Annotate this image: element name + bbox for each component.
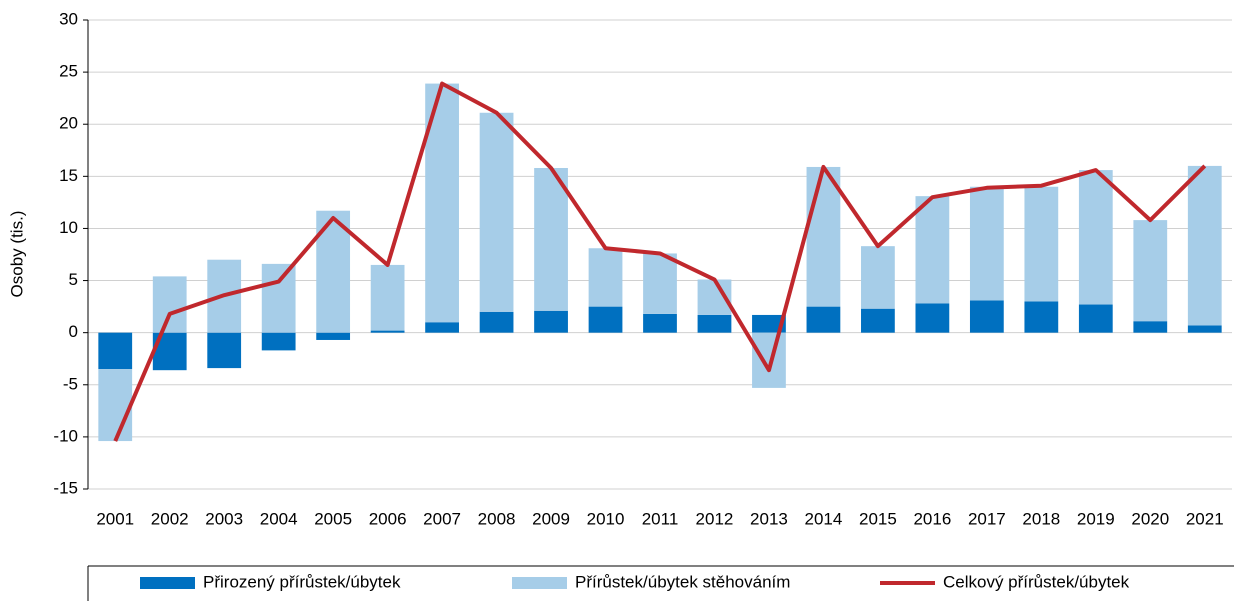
bar: [588, 306, 623, 333]
bar: [534, 167, 568, 311]
bar: [861, 246, 895, 309]
bar: [806, 166, 841, 307]
bar: [152, 276, 187, 333]
bar: [534, 310, 568, 333]
bar: [207, 332, 242, 369]
bar: [969, 300, 1004, 333]
x-tick-label: 2003: [205, 509, 243, 528]
x-tick-label: 2019: [1077, 509, 1115, 528]
y-axis-label: Osoby (tis.): [7, 211, 26, 298]
bar: [915, 303, 950, 333]
bar: [752, 314, 786, 333]
y-tick-label: 5: [69, 270, 78, 289]
legend-label: Přírůstek/úbytek stěhováním: [575, 572, 790, 591]
y-tick-label: -5: [63, 374, 78, 393]
y-tick-label: -15: [53, 478, 78, 497]
bar: [861, 308, 895, 333]
bar: [915, 196, 950, 304]
x-tick-label: 2001: [96, 509, 134, 528]
x-tick-label: 2009: [532, 509, 570, 528]
x-tick-label: 2002: [151, 509, 189, 528]
bar: [969, 186, 1004, 301]
bar: [479, 112, 514, 312]
bar: [752, 332, 786, 388]
bar: [1024, 186, 1059, 302]
x-tick-label: 2020: [1131, 509, 1169, 528]
legend-label: Přirozený přírůstek/úbytek: [203, 572, 401, 591]
legend-swatch: [512, 577, 567, 589]
x-tick-label: 2008: [478, 509, 516, 528]
bar: [98, 369, 133, 442]
legend-swatch: [140, 577, 195, 589]
x-tick-label: 2014: [805, 509, 843, 528]
x-tick-label: 2011: [642, 509, 679, 528]
bar: [1078, 304, 1113, 333]
bar: [806, 306, 841, 333]
bar: [370, 264, 405, 331]
y-tick-label: 15: [59, 166, 78, 185]
bar: [261, 263, 296, 333]
x-tick-label: 2021: [1186, 509, 1224, 528]
bar: [479, 311, 514, 333]
y-tick-label: 0: [69, 322, 78, 341]
bar: [1078, 170, 1113, 305]
line: [113, 81, 1207, 442]
y-tick-label: 30: [59, 9, 78, 28]
y-tick-label: 20: [59, 114, 78, 133]
x-tick-label: 2012: [696, 509, 734, 528]
x-tick-label: 2010: [587, 509, 625, 528]
x-tick-label: 2017: [968, 509, 1006, 528]
bar: [643, 313, 677, 333]
legend-label: Celkový přírůstek/úbytek: [943, 572, 1130, 591]
bar: [1024, 301, 1059, 333]
x-tick-label: 2006: [369, 509, 407, 528]
x-tick-label: 2005: [314, 509, 352, 528]
x-tick-label: 2013: [750, 509, 788, 528]
bar: [697, 314, 732, 333]
bar: [1187, 325, 1222, 333]
y-tick-label: 25: [59, 62, 78, 81]
y-tick-label: 10: [59, 218, 78, 237]
bar: [1133, 321, 1168, 333]
bar: [1133, 220, 1168, 322]
x-tick-label: 2004: [260, 509, 298, 528]
x-tick-label: 2018: [1022, 509, 1060, 528]
x-tick-label: 2016: [913, 509, 951, 528]
x-tick-label: 2015: [859, 509, 897, 528]
bar: [643, 253, 677, 314]
bar: [425, 322, 459, 333]
x-tick-label: 2007: [423, 509, 461, 528]
bar: [370, 330, 405, 333]
bar: [316, 332, 351, 340]
bar: [588, 248, 623, 307]
y-tick-label: -10: [53, 426, 78, 445]
bar: [1187, 165, 1222, 326]
bar: [261, 332, 296, 351]
bar: [98, 332, 133, 370]
